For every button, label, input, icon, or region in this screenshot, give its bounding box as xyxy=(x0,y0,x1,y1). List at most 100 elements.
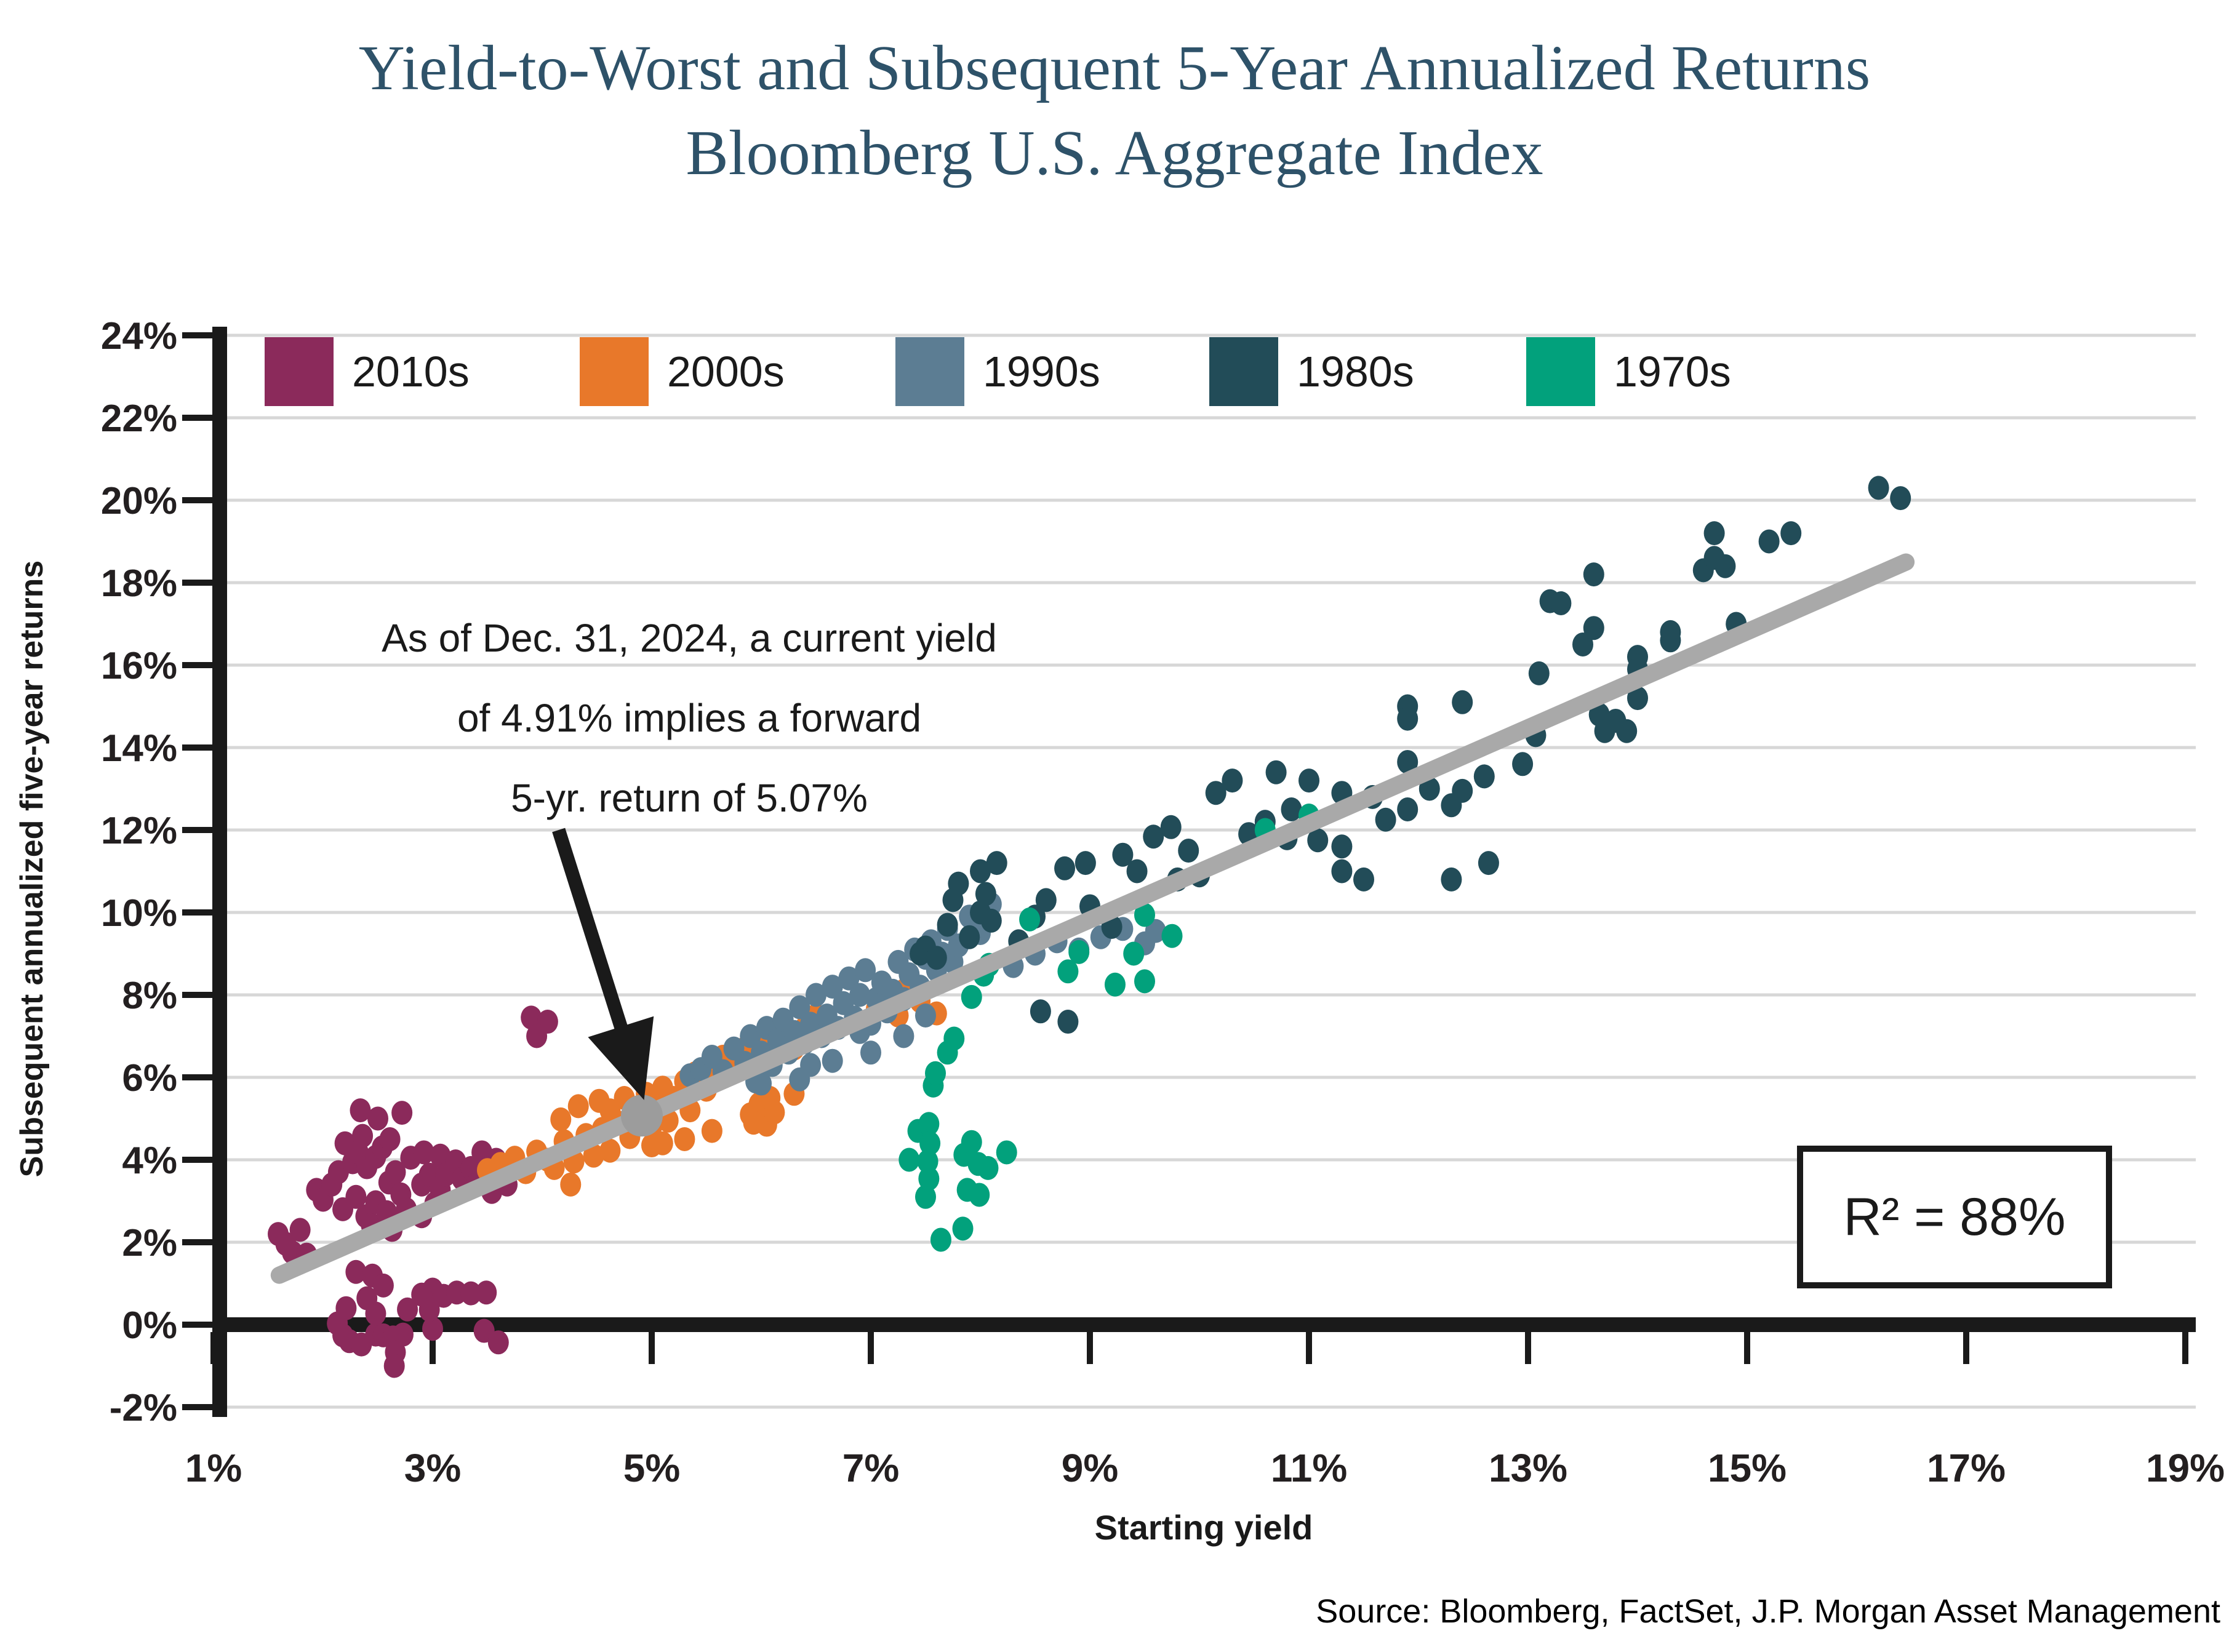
data-point-1980s xyxy=(986,851,1007,876)
x-tick-label: 3% xyxy=(404,1446,462,1490)
legend-item-1980s: 1980s xyxy=(1209,337,1414,406)
x-tick xyxy=(210,1332,217,1364)
data-point-1980s xyxy=(1890,486,1911,511)
data-point-1980s xyxy=(1660,628,1681,653)
data-point-1970s xyxy=(1134,903,1155,927)
x-axis-zero-line xyxy=(212,1317,2196,1332)
y-tick xyxy=(182,744,213,751)
y-tick-label: 22% xyxy=(101,397,177,440)
data-point-2010s xyxy=(383,1354,405,1378)
y-tick-label: 4% xyxy=(122,1139,177,1182)
data-point-1970s xyxy=(996,1140,1017,1165)
x-tick xyxy=(1744,1332,1750,1364)
data-point-1980s xyxy=(1353,867,1374,892)
data-point-1980s xyxy=(1178,839,1199,863)
data-point-2010s xyxy=(365,1301,386,1326)
x-tick-label: 15% xyxy=(1708,1446,1787,1490)
data-point-1990s xyxy=(855,958,876,983)
data-point-2010s xyxy=(345,1259,367,1284)
x-tick xyxy=(1306,1332,1312,1364)
data-point-1990s xyxy=(740,1024,761,1048)
legend-swatch-icon xyxy=(1526,337,1595,406)
y-tick xyxy=(182,497,213,503)
data-point-2010s xyxy=(397,1297,418,1322)
data-point-1980s xyxy=(937,912,958,937)
data-point-1980s xyxy=(1758,529,1780,554)
data-point-2010s xyxy=(413,1140,434,1165)
data-point-1970s xyxy=(1057,959,1079,984)
legend-label: 1980s xyxy=(1297,348,1414,396)
legend-swatch-icon xyxy=(895,337,964,406)
data-point-2010s xyxy=(372,1273,394,1298)
data-point-2000s xyxy=(599,1138,621,1163)
data-point-1980s xyxy=(1307,828,1329,853)
page-title: Yield-to-Worst and Subsequent 5-Year Ann… xyxy=(0,26,2229,196)
data-point-1980s xyxy=(1331,859,1353,884)
y-tick-label: 2% xyxy=(122,1222,177,1264)
data-point-1980s xyxy=(1868,476,1889,500)
title-line-1: Yield-to-Worst and Subsequent 5-Year Ann… xyxy=(358,33,1871,103)
data-point-1980s xyxy=(1616,719,1638,743)
source-attribution: Source: Bloomberg, FactSet, J.P. Morgan … xyxy=(1316,1593,2220,1630)
x-tick-label: 19% xyxy=(2146,1446,2225,1490)
legend-item-2010s: 2010s xyxy=(265,337,470,406)
data-point-2010s xyxy=(476,1280,497,1305)
x-tick xyxy=(649,1332,655,1364)
data-point-1980s xyxy=(1143,824,1164,849)
y-tick-label: 24% xyxy=(101,315,177,357)
data-point-1990s xyxy=(806,983,826,1007)
data-point-1980s xyxy=(970,859,991,884)
data-point-2010s xyxy=(335,1296,357,1320)
data-point-2010s xyxy=(350,1098,371,1123)
data-point-1980s xyxy=(1419,776,1440,801)
data-point-1970s xyxy=(1068,940,1090,964)
data-point-1980s xyxy=(1512,752,1534,776)
legend-swatch-icon xyxy=(580,337,649,406)
y-tick xyxy=(182,1239,213,1245)
data-point-1990s xyxy=(849,983,871,1007)
x-tick xyxy=(1963,1332,1969,1364)
current-yield-point xyxy=(620,1095,663,1137)
data-point-1980s xyxy=(1478,851,1499,876)
data-point-1970s xyxy=(969,1183,990,1207)
legend-swatch-icon xyxy=(1209,337,1278,406)
y-tick xyxy=(182,332,213,338)
x-tick xyxy=(430,1332,436,1364)
y-tick-label: 0% xyxy=(122,1304,177,1347)
data-point-1990s xyxy=(915,1004,936,1028)
data-point-2010s xyxy=(422,1317,443,1341)
data-point-1980s xyxy=(1375,807,1396,832)
data-point-1980s xyxy=(1627,686,1648,711)
data-point-2010s xyxy=(418,1298,440,1322)
data-point-1980s xyxy=(1299,768,1319,793)
data-point-1980s xyxy=(1057,1010,1079,1034)
data-point-1970s xyxy=(977,1155,999,1180)
data-point-1980s xyxy=(1572,632,1593,656)
data-point-2000s xyxy=(560,1172,582,1197)
data-point-1980s xyxy=(1222,768,1243,793)
data-point-1980s xyxy=(1126,859,1148,884)
data-point-2010s xyxy=(487,1330,509,1355)
y-tick xyxy=(182,1404,213,1410)
data-point-1990s xyxy=(822,1048,843,1073)
data-point-1980s xyxy=(1035,888,1057,912)
data-point-2000s xyxy=(550,1107,572,1131)
legend-item-1990s: 1990s xyxy=(895,337,1100,406)
data-point-1980s xyxy=(1397,749,1419,774)
x-tick-label: 1% xyxy=(185,1446,242,1490)
data-point-2010s xyxy=(379,1127,401,1151)
data-point-1980s xyxy=(1528,661,1550,685)
data-point-1980s xyxy=(1054,856,1076,880)
data-point-2010s xyxy=(345,1184,367,1209)
y-tick xyxy=(182,827,213,833)
data-point-1980s xyxy=(1030,999,1051,1024)
x-tick xyxy=(1087,1332,1093,1364)
data-point-1970s xyxy=(943,1026,965,1051)
annotation-line-3: 5-yr. return of 5.07% xyxy=(511,776,868,820)
legend-item-2000s: 2000s xyxy=(580,337,785,406)
data-point-1990s xyxy=(893,1024,914,1048)
data-point-1970s xyxy=(961,1130,982,1154)
y-axis-line xyxy=(212,327,227,1417)
